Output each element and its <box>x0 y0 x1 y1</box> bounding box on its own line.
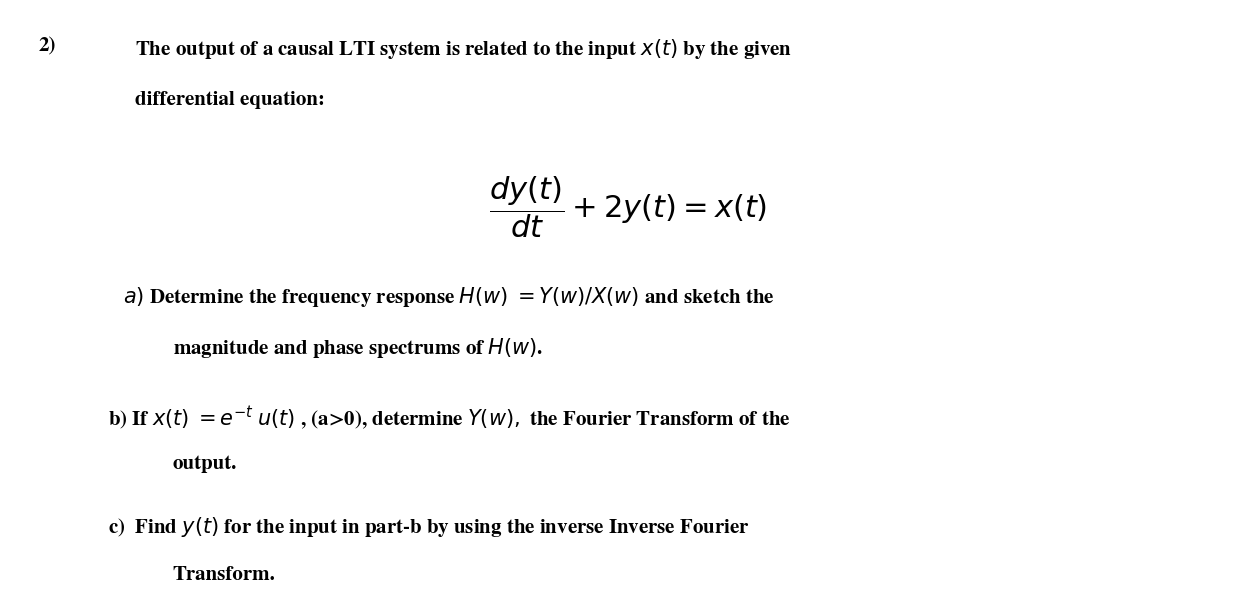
Text: b) If $x(t)$ $=e^{-t}$ $u(t)$ , (a>0), determine $Y(w),$ the Fourier Transform o: b) If $x(t)$ $=e^{-t}$ $u(t)$ , (a>0), d… <box>108 405 790 433</box>
Text: $a)$ Determine the frequency response $H(w)$ $=Y(w)/X(w)$ and sketch the: $a)$ Determine the frequency response $H… <box>123 285 775 309</box>
Text: Transform.: Transform. <box>172 566 275 584</box>
Text: output.: output. <box>172 455 237 473</box>
Text: The output of a causal LTI system is related to the input $x(t)$ by the given: The output of a causal LTI system is rel… <box>136 37 793 61</box>
Text: $\dfrac{dy(t)}{dt} + 2y(t) = x(t)$: $\dfrac{dy(t)}{dt} + 2y(t) = x(t)$ <box>489 175 767 240</box>
Text: differential equation:: differential equation: <box>136 91 325 109</box>
Text: magnitude and phase spectrums of $H(w)$.: magnitude and phase spectrums of $H(w)$. <box>172 336 543 360</box>
Text: c)  Find $y(t)$ for the input in part-b by using the inverse Inverse Fourier: c) Find $y(t)$ for the input in part-b b… <box>108 515 750 539</box>
Text: 2): 2) <box>39 37 57 55</box>
